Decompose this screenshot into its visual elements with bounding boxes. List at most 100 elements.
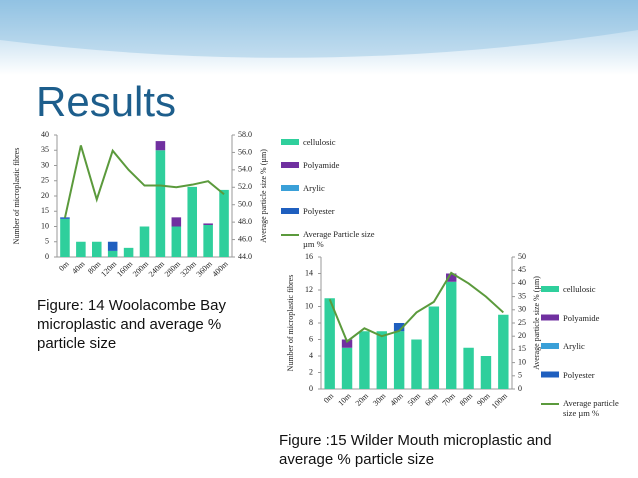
y-tick-label: 6 [309,334,313,343]
y-tick-label: 2 [309,367,313,376]
bar [107,241,118,251]
y-axis-label: Number of microplastic fibres [286,275,295,372]
bar [480,356,492,389]
y-tick-label: 0 [309,384,313,393]
bar [203,223,213,225]
y-tick-label: 12 [305,285,313,294]
x-tick-label: 60m [423,391,440,408]
legend-swatch [281,185,299,191]
header-band [0,0,638,75]
y-axis-label: Number of microplastic fibres [12,148,21,245]
y2-tick-label: 30 [518,305,526,314]
bar [171,217,182,227]
y-tick-label: 40 [41,130,49,139]
legend-label: Average Particle size µm % [303,229,375,249]
x-tick-label: 100m [490,391,510,411]
x-tick-label: 120m [99,259,119,279]
caption: Figure: 14 Woolacombe Bay microplastic a… [37,297,226,352]
bar [155,150,166,257]
y2-tick-label: 50 [518,252,526,261]
legend-swatch [541,343,559,349]
y-tick-label: 30 [41,160,49,169]
x-tick-label: 70m [441,391,458,408]
x-tick-label: 320m [179,259,199,279]
x-tick-label: 50m [406,391,423,408]
legend-swatch [281,162,299,168]
y-tick-label: 35 [41,145,49,154]
y2-tick-label: 40 [518,278,526,287]
line [328,271,504,344]
y2-tick-label: 58.0 [238,130,252,139]
bar [393,323,405,332]
legend-label: Polyamide [303,160,340,170]
x-tick-label: 360m [195,259,215,279]
y-tick-label: 20 [41,191,49,200]
y-tick-label: 25 [41,176,49,185]
y2-tick-label: 48.0 [238,217,252,226]
bar [446,273,457,282]
y-tick-label: 14 [305,268,313,277]
y2-tick-label: 52.0 [238,182,252,191]
bar [187,186,197,257]
bar [498,314,509,389]
y2-tick-label: 50.0 [238,200,252,209]
bar [428,306,440,389]
bar [341,339,353,348]
legend-label: Polyester [563,369,595,380]
x-tick-label: 10m [336,391,353,408]
y2-tick-label: 15 [518,344,526,353]
legend-label: cellulosic [563,284,596,294]
legend-swatch [281,139,299,145]
bar [171,226,182,257]
x-tick-label: 0m [57,259,71,273]
bar [60,217,70,219]
y2-tick-label: 0 [518,384,522,393]
y-tick-label: 16 [305,252,313,261]
bar [411,339,422,389]
bar [123,247,134,257]
y-tick-label: 4 [309,351,313,360]
legend-swatch [281,208,299,214]
y2-tick-label: 25 [518,318,526,327]
y-tick-label: 0 [45,252,49,261]
header-wave [0,0,638,58]
y2-tick-label: 20 [518,331,526,340]
y-tick-label: 8 [309,318,313,327]
legend-label: Polyamide [563,312,600,323]
y2-axis-label: Average particle size % (µm) [259,149,268,243]
legend-swatch [541,286,559,292]
legend-label: Arylic [563,341,585,351]
bar [155,141,166,151]
caption: Figure :15 Wilder Mouth microplastic and… [279,432,552,468]
y-tick-label: 5 [45,237,49,246]
line [63,145,225,219]
x-tick-label: 80m [458,391,475,408]
y2-tick-label: 45 [518,265,526,274]
legend-swatch [541,371,559,378]
bar [376,331,387,389]
y2-tick-label: 46.0 [238,234,252,243]
bar [139,226,150,257]
x-tick-label: 0m [322,391,336,405]
y-tick-label: 10 [41,221,49,230]
bar [76,241,86,257]
bar [463,347,474,389]
bar [324,298,335,389]
bar [393,331,405,389]
y-tick-label: 10 [305,301,313,310]
y2-tick-label: 56.0 [238,147,252,156]
bar [203,224,213,257]
bar [446,281,457,389]
x-tick-label: 240m [147,259,167,279]
bar [60,218,70,257]
x-tick-label: 200m [131,259,151,279]
x-tick-label: 40m [70,259,87,276]
x-tick-label: 30m [371,391,388,408]
y2-tick-label: 44.0 [238,252,252,261]
x-tick-label: 20m [354,391,371,408]
legend-label: Polyester [303,206,335,216]
bar [107,250,118,257]
y2-tick-label: 54.0 [238,165,252,174]
legend-swatch [541,314,559,321]
